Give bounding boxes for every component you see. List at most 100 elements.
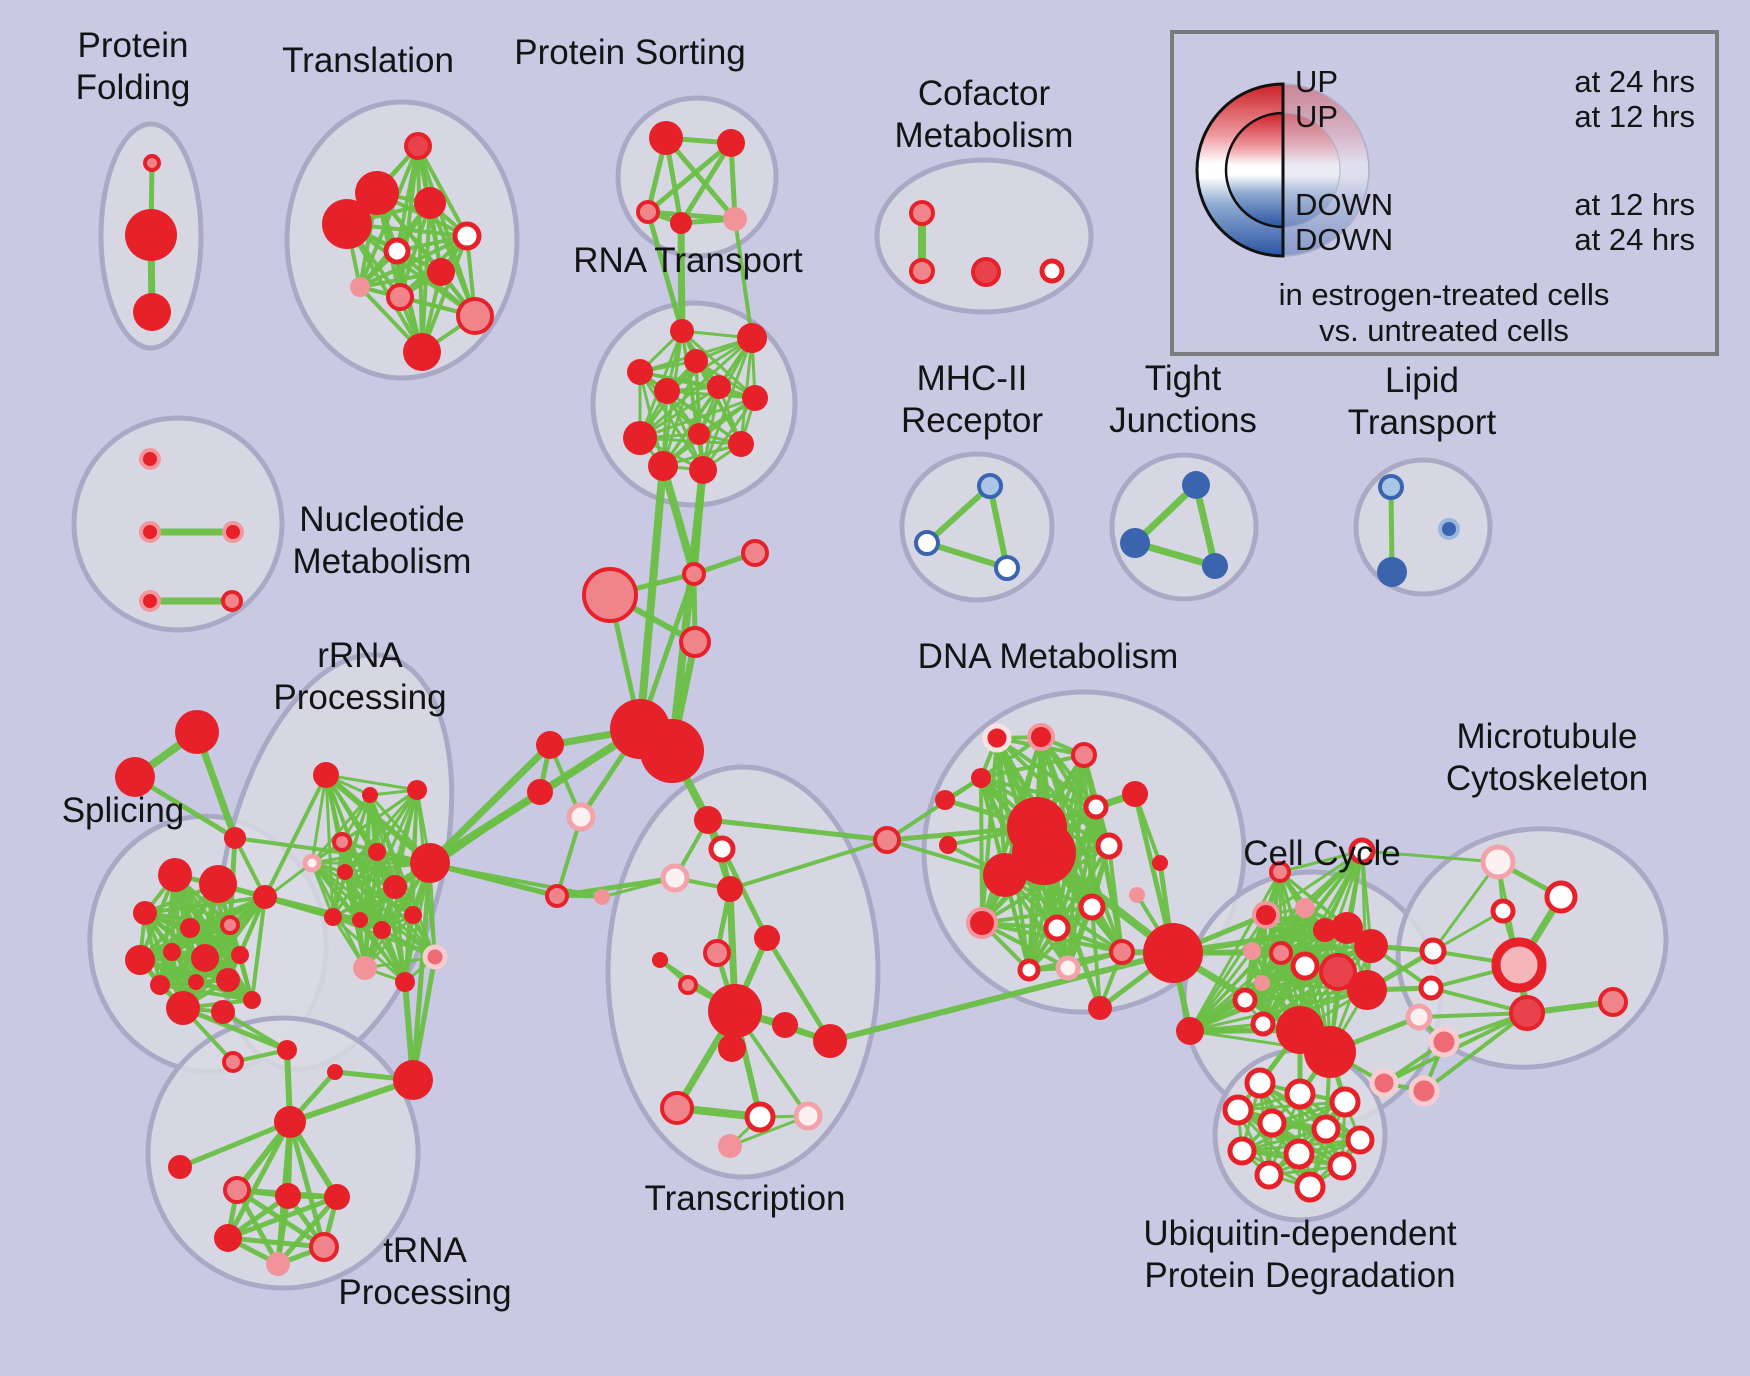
network-node[interactable] <box>689 456 717 484</box>
network-node[interactable] <box>1295 898 1315 918</box>
network-node[interactable] <box>168 1155 192 1179</box>
network-node[interactable] <box>383 875 407 899</box>
network-node[interactable] <box>253 885 277 909</box>
network-node[interactable] <box>223 1176 251 1204</box>
network-node[interactable] <box>199 865 237 903</box>
network-node[interactable] <box>324 908 342 926</box>
network-node[interactable] <box>337 864 353 880</box>
network-node[interactable] <box>133 901 157 925</box>
network-node[interactable] <box>355 171 399 215</box>
network-node[interactable] <box>115 757 155 797</box>
network-node[interactable] <box>422 852 448 878</box>
network-node[interactable] <box>1250 1011 1276 1037</box>
network-node[interactable] <box>1378 474 1404 500</box>
network-node[interactable] <box>1232 987 1258 1013</box>
network-node[interactable] <box>383 237 411 265</box>
network-node[interactable] <box>708 835 736 863</box>
network-node[interactable] <box>1304 1026 1356 1078</box>
network-node[interactable] <box>649 121 683 155</box>
network-node[interactable] <box>718 1134 742 1158</box>
network-node[interactable] <box>1109 939 1135 965</box>
network-node[interactable] <box>1319 953 1357 991</box>
network-node[interactable] <box>982 723 1012 753</box>
network-node[interactable] <box>1055 955 1081 981</box>
network-node[interactable] <box>983 853 1027 897</box>
network-node[interactable] <box>1083 794 1109 820</box>
network-node[interactable] <box>717 876 743 902</box>
network-node[interactable] <box>688 423 710 445</box>
network-node[interactable] <box>909 200 935 226</box>
network-node[interactable] <box>414 187 446 219</box>
network-node[interactable] <box>1283 1138 1315 1170</box>
network-node[interactable] <box>373 921 391 939</box>
network-node[interactable] <box>670 212 692 234</box>
network-node[interactable] <box>139 521 161 543</box>
network-node[interactable] <box>741 539 769 567</box>
network-node[interactable] <box>648 451 678 481</box>
network-node[interactable] <box>654 378 680 404</box>
network-node[interactable] <box>1428 1026 1460 1058</box>
network-node[interactable] <box>1345 1125 1375 1155</box>
network-node[interactable] <box>322 199 372 249</box>
network-node[interactable] <box>909 258 935 284</box>
network-node[interactable] <box>1490 898 1516 924</box>
network-node[interactable] <box>1152 855 1168 871</box>
network-node[interactable] <box>1027 723 1055 751</box>
network-node[interactable] <box>966 907 998 939</box>
network-node[interactable] <box>368 843 386 861</box>
network-node[interactable] <box>274 1106 306 1138</box>
network-node[interactable] <box>332 832 352 852</box>
network-node[interactable] <box>793 1101 823 1131</box>
network-node[interactable] <box>1294 1171 1326 1203</box>
network-node[interactable] <box>1078 893 1106 921</box>
network-node[interactable] <box>1377 557 1407 587</box>
network-node[interactable] <box>640 719 704 783</box>
network-node[interactable] <box>222 1051 244 1073</box>
network-node[interactable] <box>707 375 731 399</box>
network-node[interactable] <box>353 956 377 980</box>
network-node[interactable] <box>1252 901 1280 929</box>
network-node[interactable] <box>566 802 596 832</box>
network-node[interactable] <box>422 944 448 970</box>
network-node[interactable] <box>1269 941 1293 965</box>
network-node[interactable] <box>1244 1067 1276 1099</box>
network-node[interactable] <box>1222 1094 1254 1126</box>
network-node[interactable] <box>352 912 368 928</box>
network-node[interactable] <box>1311 1114 1341 1144</box>
network-node[interactable] <box>362 787 378 803</box>
network-node[interactable] <box>1369 1068 1399 1098</box>
network-node[interactable] <box>1043 914 1071 942</box>
network-node[interactable] <box>708 984 762 1038</box>
network-node[interactable] <box>427 258 455 286</box>
network-node[interactable] <box>266 1252 290 1276</box>
network-node[interactable] <box>163 943 181 961</box>
network-node[interactable] <box>1419 937 1447 965</box>
network-node[interactable] <box>1405 1003 1433 1031</box>
network-node[interactable] <box>150 975 170 995</box>
network-node[interactable] <box>1290 951 1320 981</box>
network-node[interactable] <box>404 906 422 924</box>
network-node[interactable] <box>1331 912 1363 944</box>
network-node[interactable] <box>393 1060 433 1100</box>
network-node[interactable] <box>772 1012 798 1038</box>
network-node[interactable] <box>754 925 780 951</box>
network-node[interactable] <box>1227 1136 1257 1166</box>
network-node[interactable] <box>536 731 564 759</box>
network-node[interactable] <box>143 154 161 172</box>
network-node[interactable] <box>1598 987 1628 1017</box>
network-node[interactable] <box>678 975 698 995</box>
network-node[interactable] <box>407 780 427 800</box>
network-node[interactable] <box>139 590 161 612</box>
network-node[interactable] <box>623 421 657 455</box>
network-node[interactable] <box>737 323 767 353</box>
network-node[interactable] <box>324 1184 350 1210</box>
network-node[interactable] <box>222 521 244 543</box>
network-node[interactable] <box>682 562 706 586</box>
network-node[interactable] <box>660 1091 694 1125</box>
network-node[interactable] <box>133 293 171 331</box>
network-node[interactable] <box>220 915 240 935</box>
network-node[interactable] <box>636 200 660 224</box>
network-node[interactable] <box>224 827 246 849</box>
network-node[interactable] <box>243 991 261 1009</box>
network-node[interactable] <box>166 991 200 1025</box>
